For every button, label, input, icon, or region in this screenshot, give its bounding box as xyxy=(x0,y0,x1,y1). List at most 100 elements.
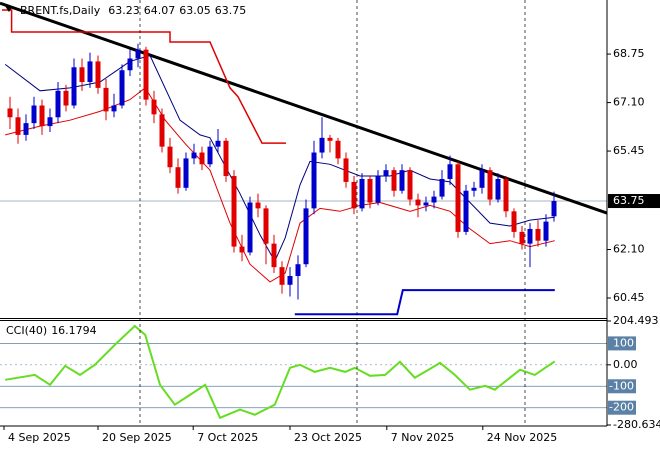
symbol: BRENT.fs,Daily xyxy=(20,4,101,17)
x-tick-label: 7 Oct 2025 xyxy=(197,431,258,444)
candle-body xyxy=(391,170,397,191)
candle-body xyxy=(215,140,221,147)
candle-body xyxy=(319,137,325,153)
candle-body xyxy=(551,201,557,217)
candle-body xyxy=(487,170,493,200)
candle-body xyxy=(199,152,205,165)
chart-header: BRENT.fs,Daily 63.23 64.07 63.05 63.75 xyxy=(20,4,246,17)
candle-body xyxy=(47,117,53,127)
candle-body xyxy=(223,140,229,177)
y-tick-label: 204.493 xyxy=(613,314,659,327)
candle-body xyxy=(31,105,37,124)
line xyxy=(294,289,555,316)
candle-body xyxy=(71,67,77,106)
candle-body xyxy=(367,178,373,203)
candle-body xyxy=(295,264,301,276)
level-box xyxy=(608,379,636,394)
candle-body xyxy=(311,152,317,209)
candle-body xyxy=(23,123,29,135)
level-box xyxy=(608,400,636,415)
candle-body xyxy=(55,90,61,118)
candle-body xyxy=(207,146,213,165)
candle-body xyxy=(447,164,453,179)
indicator-value: 16.1794 xyxy=(51,324,97,337)
candle-body xyxy=(375,176,381,203)
candle-body xyxy=(303,208,309,265)
candle-body xyxy=(399,170,405,191)
low: 63.05 xyxy=(179,4,211,17)
high: 64.07 xyxy=(144,4,176,17)
candle-body xyxy=(7,108,13,118)
candle-body xyxy=(431,196,437,203)
candle-body xyxy=(143,49,149,100)
candle-body xyxy=(383,170,389,177)
candle-body xyxy=(503,178,509,212)
candle-body xyxy=(159,114,165,147)
y-tick-label: -280.634 xyxy=(613,418,660,431)
candle-body xyxy=(127,58,133,71)
candle-body xyxy=(415,199,421,206)
candle-body xyxy=(471,187,477,191)
y-tick-label: 68.75 xyxy=(613,47,645,60)
candle-body xyxy=(351,181,357,209)
candle-body xyxy=(167,146,173,168)
candle-body xyxy=(287,275,293,285)
candle-body xyxy=(111,105,117,112)
candle-body xyxy=(423,202,429,206)
candle-body xyxy=(135,49,141,59)
candle-body xyxy=(87,61,93,82)
indicator-header: CCI(40) 16.1794 xyxy=(6,324,97,337)
candle-body xyxy=(359,178,365,209)
candle-body xyxy=(407,170,413,200)
candle-body xyxy=(103,87,109,112)
y-tick-label: 67.10 xyxy=(613,96,645,109)
candle-body xyxy=(239,246,245,253)
candle-body xyxy=(335,140,341,159)
y-tick-label: 65.45 xyxy=(613,144,645,157)
line xyxy=(5,87,555,283)
y-tick-label: 62.10 xyxy=(613,243,645,256)
candle-body xyxy=(343,158,349,182)
x-tick-label: 7 Nov 2025 xyxy=(391,431,454,444)
candle-body xyxy=(263,208,269,244)
indicator-title: CCI(40) xyxy=(6,324,47,337)
open: 63.23 xyxy=(108,4,140,17)
candle-body xyxy=(463,190,469,232)
x-tick-label: 4 Sep 2025 xyxy=(8,431,71,444)
candle-body xyxy=(439,178,445,197)
candle-body xyxy=(151,99,157,115)
candle-body xyxy=(455,164,461,232)
y-tick-label: 60.45 xyxy=(613,291,645,304)
candle-body xyxy=(495,178,501,200)
x-tick-label: 20 Sep 2025 xyxy=(102,431,172,444)
candle-body xyxy=(519,231,525,244)
level-box xyxy=(608,336,636,351)
menu-arrow[interactable] xyxy=(5,6,13,12)
candle-body xyxy=(535,228,541,241)
candle-body xyxy=(279,267,285,285)
y-tick-label: 0.00 xyxy=(613,358,638,371)
candle-body xyxy=(231,176,237,247)
candle-body xyxy=(191,152,197,159)
candle-body xyxy=(79,67,85,82)
candle-body xyxy=(183,158,189,188)
current-price: 63.75 xyxy=(613,194,645,207)
candle-body xyxy=(175,167,181,188)
level-label: -200 xyxy=(609,401,634,414)
candle-body xyxy=(247,202,253,253)
candle-body xyxy=(39,105,45,127)
candle-body xyxy=(479,170,485,188)
level-label: 100 xyxy=(613,336,634,349)
candle-body xyxy=(119,70,125,106)
x-tick-label: 23 Oct 2025 xyxy=(294,431,362,444)
candle-body xyxy=(255,202,261,209)
close: 63.75 xyxy=(215,4,247,17)
line xyxy=(2,9,286,144)
x-tick-label: 24 Nov 2025 xyxy=(487,431,557,444)
candle-body xyxy=(95,61,101,88)
candle-body xyxy=(527,228,533,244)
candle-body xyxy=(543,221,549,241)
level-label: -100 xyxy=(609,379,634,392)
